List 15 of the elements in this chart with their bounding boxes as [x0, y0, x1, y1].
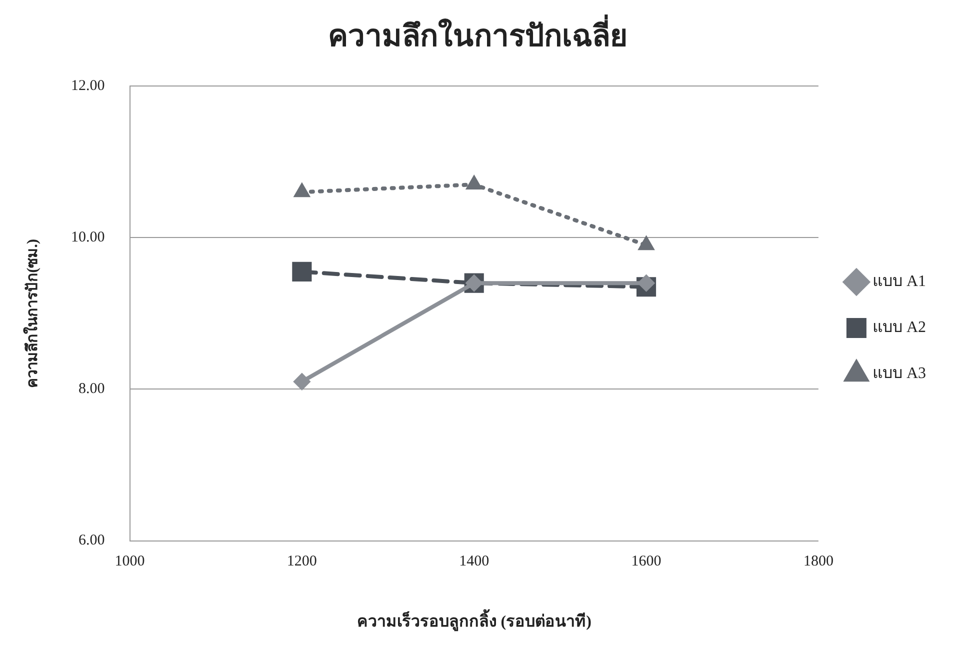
- y-axis-title: ความลึกในการปัก(ซม.): [22, 239, 41, 388]
- legend-label: แบบ A2: [872, 319, 926, 336]
- legend-label: แบบ A3: [872, 365, 926, 382]
- x-tick-label: 1800: [803, 554, 834, 570]
- x-tick-label: 1200: [286, 554, 317, 570]
- x-tick-label: 1600: [631, 554, 662, 570]
- x-tick-label: 1400: [459, 554, 490, 570]
- y-tick-label: 12.00: [71, 78, 105, 94]
- chart-title: ความลึกในการปักเฉลี่ย: [328, 14, 628, 53]
- x-axis-title: ความเร็วรอบลูกกลิ้ง (รอบต่อนาที): [356, 608, 592, 633]
- y-tick-label: 10.00: [71, 230, 105, 246]
- legend-label: แบบ A1: [872, 273, 926, 290]
- x-tick-label: 1000: [114, 554, 145, 570]
- y-tick-label: 8.00: [78, 381, 105, 398]
- y-tick-label: 6.00: [78, 532, 105, 549]
